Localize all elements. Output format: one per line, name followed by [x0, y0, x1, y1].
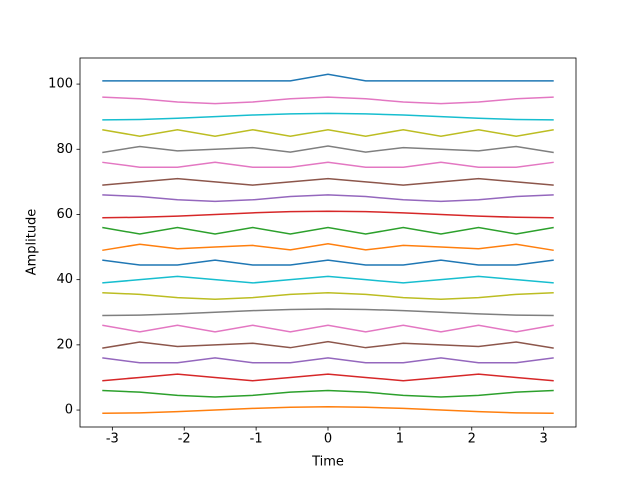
series-line — [102, 177, 554, 186]
x-tick-label: 3 — [540, 432, 548, 447]
y-axis-label: Amplitude — [25, 209, 40, 276]
x-tick-label: -2 — [178, 432, 191, 447]
y-tick-label: 20 — [56, 337, 73, 352]
series-line — [102, 389, 554, 398]
series-line — [102, 210, 554, 219]
x-tick-label: -1 — [250, 432, 263, 447]
y-tick-label: 100 — [48, 77, 73, 92]
series-line — [102, 308, 554, 317]
y-tick-label: 80 — [56, 142, 73, 157]
series-line — [102, 275, 554, 284]
y-tick-label: 40 — [56, 272, 73, 287]
series-line — [102, 406, 554, 415]
series-line — [102, 73, 554, 82]
series-line — [102, 243, 554, 252]
series-line — [102, 259, 554, 266]
series-line — [102, 96, 554, 105]
series-line — [102, 161, 554, 168]
series-line — [102, 112, 554, 121]
x-tick-label: -3 — [106, 432, 119, 447]
series-line — [102, 357, 554, 364]
series-line — [102, 324, 554, 333]
x-tick-label: 1 — [396, 432, 404, 447]
series-line — [102, 291, 554, 300]
y-tick-label: 60 — [56, 207, 73, 222]
x-axis-label: Time — [311, 455, 344, 470]
y-tick-label: 0 — [65, 403, 73, 418]
series-line — [102, 226, 554, 235]
series-line — [102, 128, 554, 137]
x-tick-label: 0 — [324, 432, 332, 447]
x-tick-label: 2 — [468, 432, 476, 447]
series-line — [102, 194, 554, 203]
series-line — [102, 373, 554, 382]
series-line — [102, 145, 554, 154]
series-line — [102, 340, 554, 349]
